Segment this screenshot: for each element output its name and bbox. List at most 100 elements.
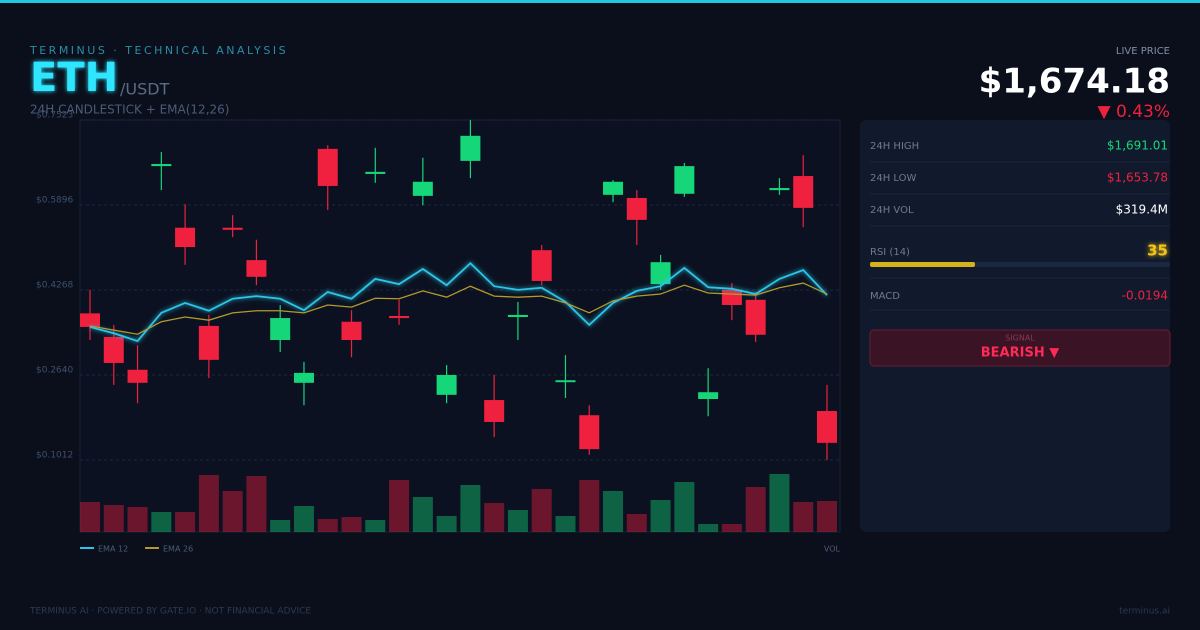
candle-body bbox=[80, 313, 100, 327]
macd-label: MACD bbox=[870, 291, 900, 302]
y-tick-label: $0.7523 bbox=[36, 111, 73, 121]
volume-bar bbox=[436, 516, 457, 532]
volume-bar bbox=[341, 517, 362, 532]
volume-bar bbox=[127, 507, 148, 532]
candle-body bbox=[222, 227, 243, 230]
candle-body bbox=[579, 415, 600, 450]
volume-bar bbox=[555, 516, 576, 532]
volume-bar bbox=[579, 480, 600, 532]
footer-left: TERMINUS AI · POWERED BY GATE.IO · NOT F… bbox=[29, 607, 311, 617]
candle-body bbox=[698, 392, 719, 400]
volume-bar bbox=[389, 480, 410, 532]
price: $1,674.18 bbox=[979, 62, 1170, 102]
y-tick-label: $0.5896 bbox=[36, 195, 73, 205]
volume-bar bbox=[293, 506, 314, 532]
panel bbox=[860, 120, 1170, 532]
rsi-value: 35 bbox=[1147, 242, 1168, 260]
volume-bar bbox=[817, 501, 837, 532]
kicker: TERMINUS · TECHNICAL ANALYSIS bbox=[29, 44, 288, 57]
candle-body bbox=[626, 197, 647, 220]
volume-bar bbox=[222, 491, 243, 532]
volume-bar bbox=[151, 512, 172, 532]
stat-value: $1,653.78 bbox=[1107, 171, 1168, 185]
ema-line bbox=[89, 262, 828, 343]
candle-body bbox=[365, 171, 386, 174]
volume-bar bbox=[460, 485, 481, 532]
candle-body bbox=[103, 336, 124, 363]
live-label: LIVE PRICE bbox=[1116, 46, 1170, 57]
stat-value: $1,691.01 bbox=[1107, 139, 1168, 153]
pair: /USDT bbox=[120, 80, 170, 99]
candle-body bbox=[270, 318, 291, 340]
candle-body bbox=[175, 227, 196, 248]
signal-box bbox=[869, 329, 1171, 367]
signal-label: SIGNAL bbox=[1005, 334, 1035, 343]
volume-bar bbox=[603, 491, 624, 532]
volume-bar bbox=[317, 519, 338, 532]
change: ▼ 0.43% bbox=[1098, 102, 1170, 122]
candle-body bbox=[293, 372, 314, 383]
candle-body bbox=[769, 188, 790, 191]
volume-bar bbox=[793, 502, 814, 532]
volume-bar bbox=[80, 502, 100, 532]
candle-body bbox=[412, 181, 433, 196]
candle-body bbox=[721, 289, 742, 306]
rsi-bar bbox=[870, 262, 975, 267]
candle-body bbox=[793, 176, 814, 208]
volume-label: VOL bbox=[824, 545, 841, 554]
top-bar bbox=[0, 0, 1200, 3]
candle-body bbox=[507, 314, 528, 318]
volume-bar bbox=[246, 476, 267, 532]
candle-body bbox=[460, 135, 481, 161]
rsi-label: RSI (14) bbox=[870, 247, 910, 258]
volume-bar bbox=[745, 487, 766, 532]
subtitle: 24H CANDLESTICK + EMA(12,26) bbox=[30, 103, 229, 117]
y-tick-label: $0.4268 bbox=[36, 280, 73, 290]
candle-body bbox=[341, 321, 362, 340]
volume-bar bbox=[650, 500, 671, 532]
volume-bar bbox=[698, 524, 719, 532]
footer-right: terminus.ai bbox=[1119, 607, 1170, 617]
volume-bar bbox=[531, 489, 552, 532]
candle-body bbox=[246, 260, 267, 277]
candle-body bbox=[603, 181, 624, 195]
volume-bar bbox=[175, 512, 196, 532]
stat-label: 24H VOL bbox=[870, 205, 914, 216]
plot-area bbox=[79, 119, 841, 533]
signal: BEARISH ▼ bbox=[981, 346, 1059, 361]
legend-label: EMA 26 bbox=[163, 545, 193, 554]
candle-body bbox=[674, 166, 695, 194]
volume-bar bbox=[484, 503, 505, 532]
stat-value: $319.4M bbox=[1116, 203, 1168, 217]
candle-body bbox=[531, 250, 552, 281]
y-tick-label: $0.2640 bbox=[36, 365, 73, 375]
volume-bar bbox=[365, 520, 386, 532]
candle-body bbox=[555, 380, 576, 383]
candle-body bbox=[151, 164, 172, 167]
volume-bar bbox=[674, 482, 695, 532]
macd-value: -0.0194 bbox=[1122, 289, 1168, 303]
candle-body bbox=[317, 148, 338, 186]
volume-bar bbox=[270, 520, 291, 532]
volume-bar bbox=[507, 510, 528, 532]
volume-bar bbox=[198, 475, 219, 532]
legend-label: EMA 12 bbox=[98, 545, 128, 554]
candle-body bbox=[745, 299, 766, 335]
candle-body bbox=[650, 262, 671, 285]
volume-bar bbox=[769, 474, 790, 532]
volume-bar bbox=[412, 497, 433, 532]
stat-label: 24H LOW bbox=[870, 173, 917, 184]
candle-body bbox=[817, 411, 837, 443]
candle-body bbox=[127, 369, 148, 383]
candle-body bbox=[198, 325, 219, 360]
candle-body bbox=[389, 315, 410, 319]
stat-label: 24H HIGH bbox=[870, 141, 919, 152]
y-tick-label: $0.1012 bbox=[36, 451, 73, 461]
volume-bar bbox=[103, 505, 124, 532]
candle-body bbox=[484, 400, 505, 422]
symbol: ETH bbox=[30, 55, 118, 101]
volume-bar bbox=[626, 514, 647, 532]
candle-body bbox=[436, 374, 457, 395]
